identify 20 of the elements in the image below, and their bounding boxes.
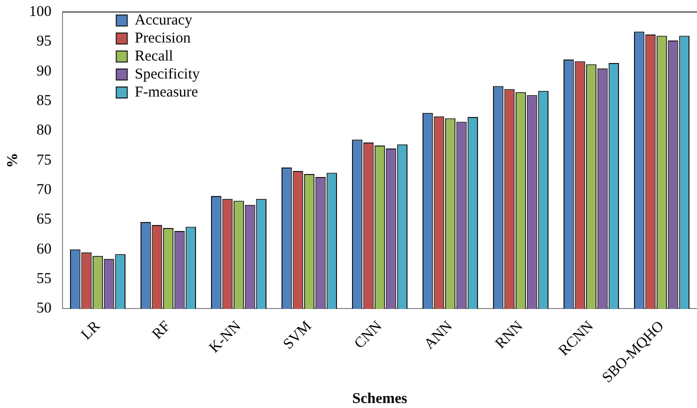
x-tick-label: RF [150, 318, 174, 343]
legend-label: Accuracy [134, 12, 193, 28]
legend-label: F-measure [134, 84, 198, 100]
legend-label: Precision [134, 30, 192, 46]
x-axis-title: Schemes [352, 390, 408, 407]
y-tick-label: 75 [36, 152, 52, 168]
x-tick-label: LR [78, 318, 104, 344]
y-tick-label: 65 [36, 212, 52, 228]
y-tick-label: 100 [29, 4, 52, 20]
y-axis-title: % [4, 152, 21, 168]
legend-label: Specificity [134, 66, 200, 82]
y-tick-label: 70 [36, 182, 52, 198]
y-tick-label: 60 [36, 241, 52, 258]
y-tick-label: 80 [36, 122, 52, 139]
y-tick-label: 50 [36, 300, 52, 317]
y-tick-label: 90 [36, 63, 52, 80]
y-tick-label: 85 [36, 92, 52, 109]
y-tick-label: 55 [36, 270, 52, 287]
legend-label: Recall [134, 48, 174, 64]
y-tick-label: 95 [36, 34, 52, 50]
